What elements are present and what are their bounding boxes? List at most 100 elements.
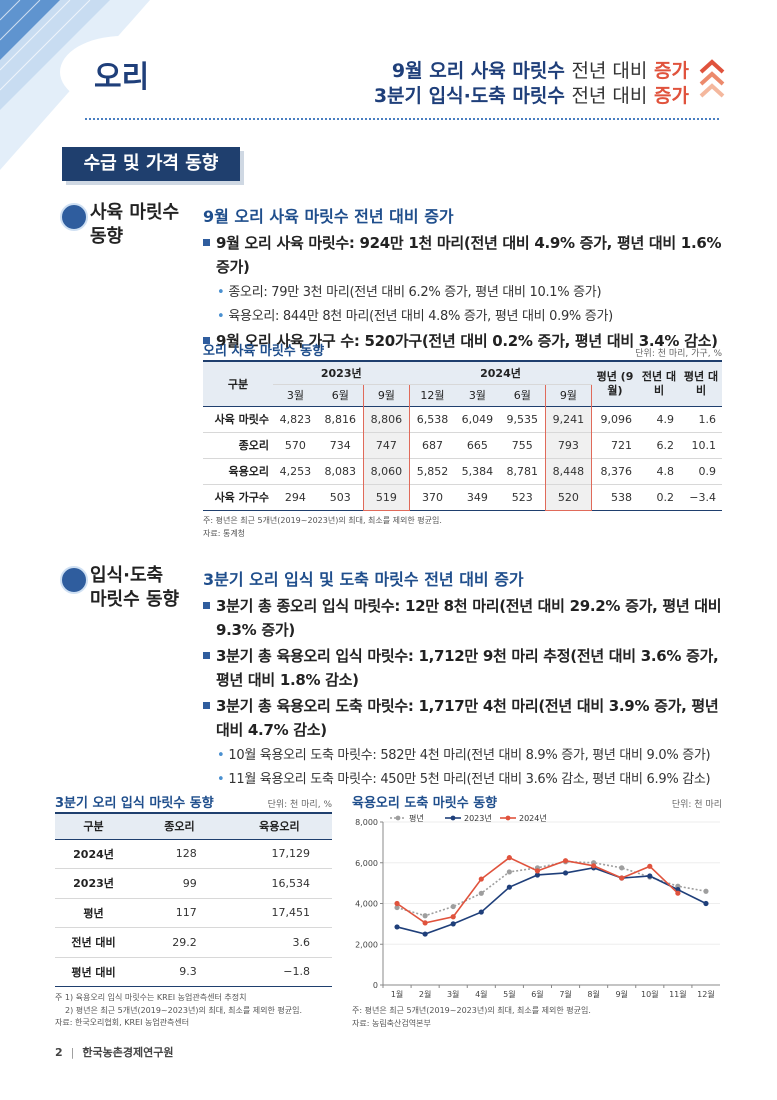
table-cell: −3.4 (689, 490, 716, 504)
header-row: 구분 2023년 2024년 평년 (9월) 전년 대비 평년 대비 (203, 361, 722, 397)
table-cell: 4.9 (656, 412, 675, 426)
point (478, 890, 484, 896)
table-notes: 주 1) 육용오리 입식 마릿수는 KREI 농업관측센터 추정치 2) 평년은 … (55, 993, 303, 1027)
sub-bullet: 11월 육용오리 도축 마릿수: 450만 5천 마리(전년 대비 3.6% 감… (203, 768, 725, 792)
table-cell: 29.2 (172, 935, 197, 949)
point (562, 858, 569, 864)
x-tick-label: 10월 (641, 989, 659, 999)
point (422, 913, 428, 919)
bullet: 3분기 총 육용오리 입식 마릿수: 1,712만 9천 마리 추정(전년 대비… (203, 644, 725, 692)
table-cell: 570 (284, 438, 306, 452)
table-unit: 단위: 천 마리, % (267, 800, 332, 810)
x-tick-label: 3월 (447, 989, 459, 999)
legend-point (450, 815, 456, 821)
table-cell: 5,384 (461, 464, 494, 478)
headline-part: 증가 (654, 85, 689, 107)
chart-title: 육용오리 도축 마릿수 동향 (352, 796, 498, 811)
table-cell: 10.1 (691, 438, 717, 452)
series-line (396, 867, 707, 935)
section-banner: 수급 및 가격 동향 (62, 147, 240, 181)
bullet-list: 3분기 총 종오리 입식 마릿수: 12만 8천 마리(전년 대비 29.2% … (203, 594, 725, 792)
bullet: 9월 오리 사육 마릿수: 924만 1천 마리(전년 대비 4.9% 증가, … (203, 231, 725, 279)
legend-label: 2024년 (519, 813, 547, 823)
header-cell: 평년 대비 (683, 369, 719, 397)
header-cell: 평년 (9월) (596, 369, 634, 397)
table-cell: 2023년 (73, 877, 114, 891)
table-cell: 4,823 (279, 412, 312, 426)
point (619, 865, 625, 871)
y-tick-label: 6,000 (355, 859, 378, 868)
table-cell: 538 (611, 490, 632, 504)
table-cell: 6,049 (461, 412, 494, 426)
header-cell: 종오리 (164, 820, 195, 834)
point (394, 900, 400, 907)
point (394, 924, 400, 930)
table-row: 평년 117 17,451 (55, 898, 332, 928)
table-cell: 8,376 (600, 464, 633, 478)
point (394, 904, 400, 911)
point (422, 931, 428, 937)
section-subtitle: 9월 오리 사육 마릿수 전년 대비 증가 (203, 207, 454, 226)
table-row: 2024년 128 17,129 (55, 839, 332, 869)
x-tick-label: 11월 (669, 989, 687, 999)
table-cell: 503 (329, 490, 351, 504)
table-row: 사육 마릿수 4,823 8,816 8,806 6,538 6,049 9,535 9,24… (203, 406, 722, 432)
chart-unit: 단위: 천 마리 (671, 800, 722, 810)
y-tick-label: 0 (373, 981, 378, 990)
table-cell: 8,448 (544, 458, 593, 484)
table-cell: 755 (511, 438, 533, 452)
table-cell: 8,060 (362, 458, 410, 484)
x-tick-label: 2월 (419, 989, 431, 999)
headline-part: 3분기 입식·도축 마릿수 (373, 85, 565, 107)
header-cell: 9월 (544, 383, 593, 406)
y-tick-label: 8,000 (355, 818, 378, 827)
section-icon (60, 566, 88, 594)
table-cell: 평년 (83, 906, 104, 920)
table-cell: 349 (466, 490, 488, 504)
headline-part: 전년 대비 (571, 85, 648, 107)
table-row: 육용오리 4,253 8,083 8,060 5,852 5,384 8,781 8,448 8… (203, 458, 722, 484)
header-cell: 2024년 (409, 361, 592, 385)
point (619, 875, 625, 881)
header-cell: 구분 (227, 377, 249, 391)
x-tick-label: 9월 (615, 989, 627, 999)
header-cell: 전년 대비 (641, 369, 677, 397)
table-cell: 294 (284, 490, 306, 504)
section-heading: 사육 마릿수 동향 (90, 202, 180, 247)
table-notes: 주: 평년은 최근 5개년(2019~2023년)의 최대, 최소를 제외한 평… (203, 516, 442, 538)
table-cell: 17,129 (271, 847, 311, 861)
x-tick-label: 6월 (531, 989, 543, 999)
sub-bullet: 육용오리: 844만 8천 마리(전년 대비 4.8% 증가, 평년 대비 0.… (203, 305, 725, 329)
bullet: 3분기 총 종오리 입식 마릿수: 12만 8천 마리(전년 대비 29.2% … (203, 594, 725, 642)
header-cell: 3월 (286, 389, 304, 402)
table-cell: 370 (421, 490, 443, 504)
table-cell: 117 (175, 906, 197, 920)
point (422, 920, 428, 926)
chart-notes: 주: 평년은 최근 5개년(2019~2023년)의 최대, 최소를 제외한 평… (352, 1006, 591, 1028)
table-cell: 519 (362, 484, 410, 511)
table-cell: 0.9 (698, 464, 717, 478)
table-cell: 8,781 (506, 464, 539, 478)
table-cell: 8,083 (324, 464, 357, 478)
up-chevrons (699, 59, 725, 98)
header-cell: 구분 (83, 820, 104, 834)
table-row: 전년 대비 29.2 3.6 (55, 928, 332, 957)
bullet: 9월 오리 사육 가구 수: 520가구(전년 대비 0.2% 증가, 평년 대… (203, 329, 725, 353)
section-heading: 입식·도축 마릿수 동향 (90, 565, 180, 610)
table-cell: 4.8 (656, 464, 675, 478)
point (647, 873, 653, 879)
point (675, 890, 681, 896)
legend-label: 2023년 (464, 813, 492, 823)
x-tick-label: 7월 (559, 989, 571, 999)
table-cell: 734 (329, 438, 351, 452)
table-cell: 6,538 (416, 412, 449, 426)
x-tick-label: 1월 (391, 989, 403, 999)
x-tick-label: 5월 (503, 989, 515, 999)
point (591, 863, 597, 869)
table-cell: 793 (544, 432, 593, 458)
sub-bullet: 10월 육용오리 도축 마릿수: 582만 4천 마리(전년 대비 8.9% 증… (203, 744, 725, 768)
header-cell: 육용오리 (259, 820, 300, 834)
x-tick-label: 8월 (587, 989, 599, 999)
table-row: 종오리 570 734 747 687 665 755 793 721 6.2 10.1 (203, 432, 722, 458)
